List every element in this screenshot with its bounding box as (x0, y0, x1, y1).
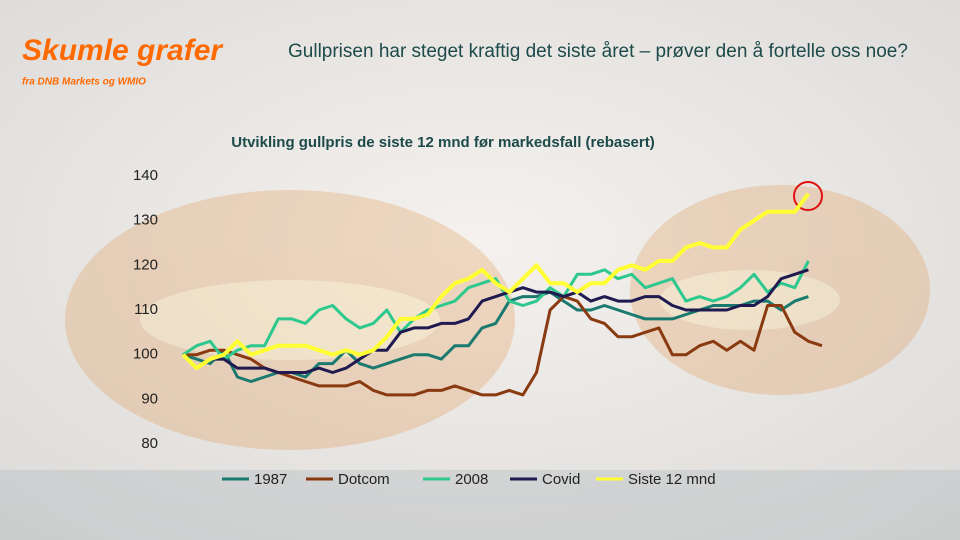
y-tick-label: 130 (133, 212, 158, 229)
slide-title: Skumle grafer (22, 34, 224, 67)
slide-subtitle: fra DNB Markets og WMIO (22, 77, 146, 88)
legend-label: Siste 12 mnd (628, 471, 716, 488)
y-tick-label: 110 (134, 301, 158, 318)
series-line (181, 192, 810, 371)
chart-title: Utvikling gullpris de siste 12 mnd før m… (231, 134, 654, 151)
headline: Gullprisen har steget kraftig det siste … (288, 41, 908, 62)
y-tick-label: 140 (133, 167, 158, 184)
series-line (182, 260, 810, 361)
legend-label: Covid (542, 471, 580, 488)
headline-box: Gullprisen har steget kraftig det siste … (288, 41, 908, 62)
legend-label: Dotcom (338, 471, 390, 488)
series-line (181, 268, 809, 374)
y-tick-label: 80 (141, 435, 158, 452)
y-tick-label: 90 (141, 390, 158, 407)
y-tick-label: 100 (133, 346, 158, 363)
highlight-circle (793, 181, 823, 211)
legend-label: 2008 (455, 471, 488, 488)
series-line (183, 295, 823, 397)
y-tick-label: 120 (133, 256, 158, 273)
legend-label: 1987 (254, 471, 287, 488)
